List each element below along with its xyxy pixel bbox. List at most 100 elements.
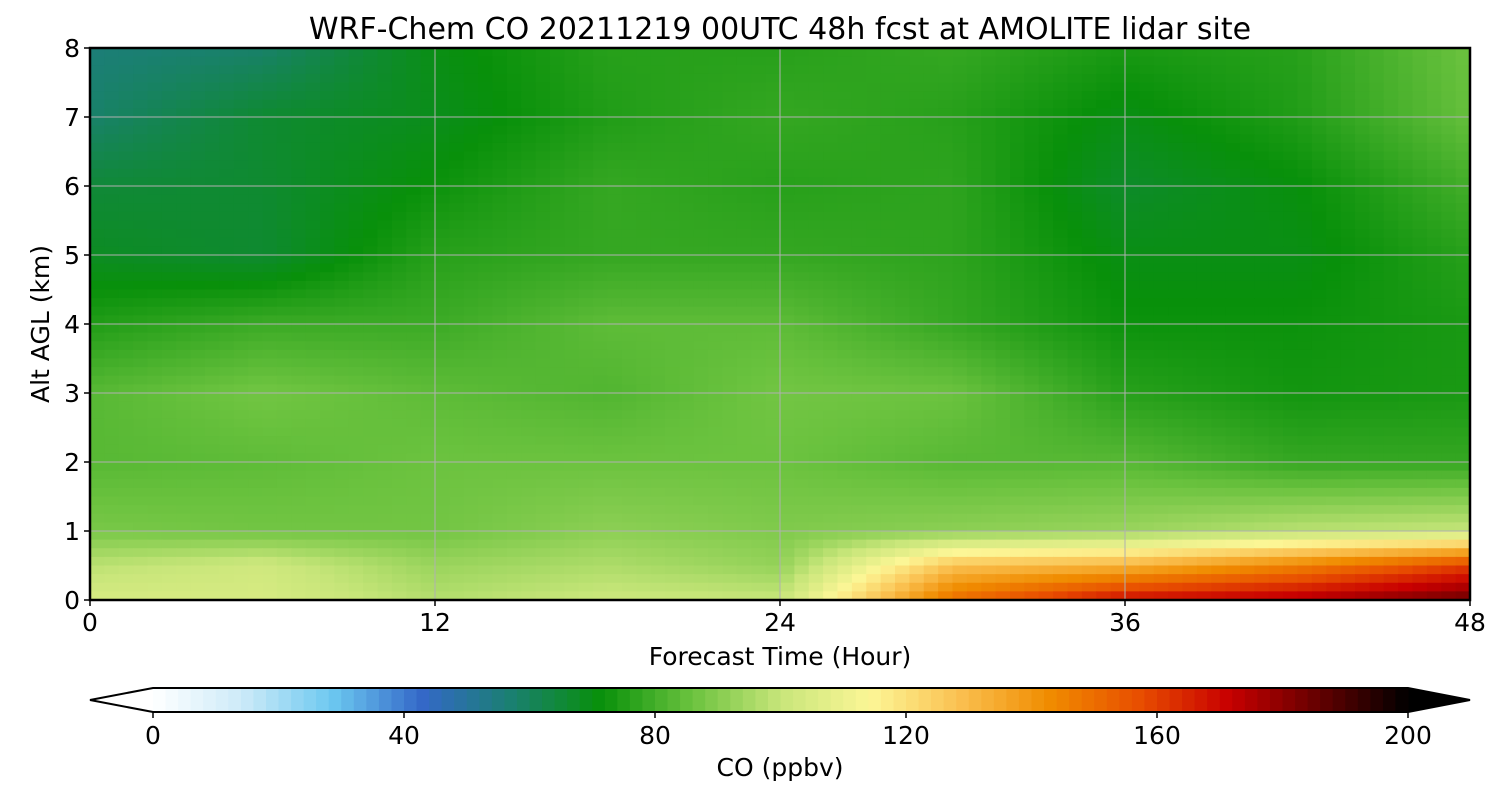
heatmap-cell (866, 237, 882, 247)
heatmap-cell (1268, 462, 1284, 472)
heatmap-cell (909, 220, 925, 230)
heatmap-cell (1139, 160, 1155, 170)
heatmap-cell (1340, 117, 1356, 127)
heatmap-cell (104, 263, 120, 273)
heatmap-cell (564, 427, 580, 437)
heatmap-cell (133, 315, 149, 325)
heatmap-cell (1010, 82, 1025, 92)
heatmap-cell (607, 358, 623, 368)
heatmap-cell (1355, 375, 1370, 385)
heatmap-cell (722, 470, 738, 480)
heatmap-cell (305, 65, 321, 75)
heatmap-cell (521, 125, 537, 135)
heatmap-cell (880, 48, 896, 58)
heatmap-cell (377, 65, 393, 75)
heatmap-cell (938, 125, 954, 135)
heatmap-cell (521, 160, 537, 170)
heatmap-cell (1125, 151, 1140, 161)
heatmap-cell (607, 324, 623, 334)
heatmap-cell (90, 99, 105, 109)
heatmap-cell (1369, 151, 1385, 161)
heatmap-cell (535, 220, 551, 230)
heatmap-cell (391, 427, 407, 437)
heatmap-cell (1125, 410, 1140, 420)
heatmap-cell (219, 384, 235, 394)
heatmap-cell (837, 444, 853, 454)
heatmap-cell (938, 168, 954, 178)
heatmap-cell (578, 487, 594, 498)
heatmap-cell (1211, 91, 1227, 101)
heatmap-cell (1125, 401, 1140, 411)
heatmap-cell (866, 246, 882, 256)
heatmap-cell (348, 384, 364, 394)
heatmap-cell (391, 418, 407, 429)
heatmap-cell (291, 237, 307, 247)
heatmap-cell (593, 479, 609, 489)
heatmap-cell (233, 177, 249, 187)
heatmap-cell (1355, 211, 1370, 222)
heatmap-cell (751, 298, 767, 308)
heatmap-cell (1455, 272, 1470, 282)
heatmap-cell (1053, 427, 1069, 437)
heatmap-cell (449, 358, 465, 368)
heatmap-cell (320, 332, 335, 342)
heatmap-cell (665, 91, 680, 101)
heatmap-cell (1441, 462, 1457, 472)
heatmap-cell (722, 263, 738, 273)
heatmap-cell (535, 410, 551, 420)
heatmap-cell (1326, 160, 1342, 170)
heatmap-cell (866, 349, 882, 360)
heatmap-cell (348, 160, 364, 170)
heatmap-cell (104, 272, 120, 282)
heatmap-cell (736, 289, 752, 299)
heatmap-cell (147, 410, 163, 420)
heatmap-cell (463, 237, 479, 247)
heatmap-cell (751, 375, 767, 385)
heatmap-cell (1340, 99, 1356, 109)
heatmap-cell (176, 91, 192, 101)
heatmap-cell (1283, 341, 1299, 351)
heatmap-cell (736, 315, 752, 325)
heatmap-cell (880, 427, 896, 437)
heatmap-cell (348, 393, 364, 403)
heatmap-cell (1326, 453, 1342, 463)
heatmap-cell (1254, 73, 1270, 84)
heatmap-cell (938, 479, 954, 489)
heatmap-cell (535, 384, 551, 394)
heatmap-cell (406, 211, 422, 222)
heatmap-cell (708, 73, 724, 84)
heatmap-cell (780, 332, 795, 342)
heatmap-cell (593, 229, 609, 239)
heatmap-cell (1441, 73, 1457, 84)
heatmap-cell (276, 177, 292, 187)
heatmap-cell (478, 220, 494, 230)
heatmap-cell (621, 229, 637, 239)
heatmap-cell (895, 341, 910, 351)
heatmap-cell (995, 470, 1011, 480)
heatmap-cell (808, 272, 824, 282)
heatmap-cell (233, 418, 249, 429)
heatmap-cell (909, 393, 925, 403)
heatmap-cell (1196, 203, 1212, 213)
heatmap-cell (305, 453, 321, 463)
heatmap-cell (550, 194, 565, 204)
heatmap-cell (406, 99, 422, 109)
heatmap-cell (1053, 56, 1069, 66)
heatmap-cell (449, 410, 465, 420)
heatmap-cell (665, 436, 680, 446)
heatmap-cell (1240, 263, 1255, 273)
heatmap-cell (938, 73, 954, 84)
heatmap-cell (693, 470, 709, 480)
heatmap-cell (1153, 436, 1169, 446)
heatmap-cell (133, 91, 149, 101)
heatmap-cell (377, 255, 393, 265)
heatmap-cell (1110, 186, 1126, 196)
heatmap-cell (679, 220, 695, 230)
heatmap-cell (348, 211, 364, 222)
heatmap-cell (923, 263, 939, 273)
heatmap-cell (1211, 384, 1227, 394)
heatmap-cell (463, 91, 479, 101)
heatmap-cell (808, 418, 824, 429)
heatmap-cell (1311, 298, 1327, 308)
heatmap-cell (420, 280, 436, 291)
